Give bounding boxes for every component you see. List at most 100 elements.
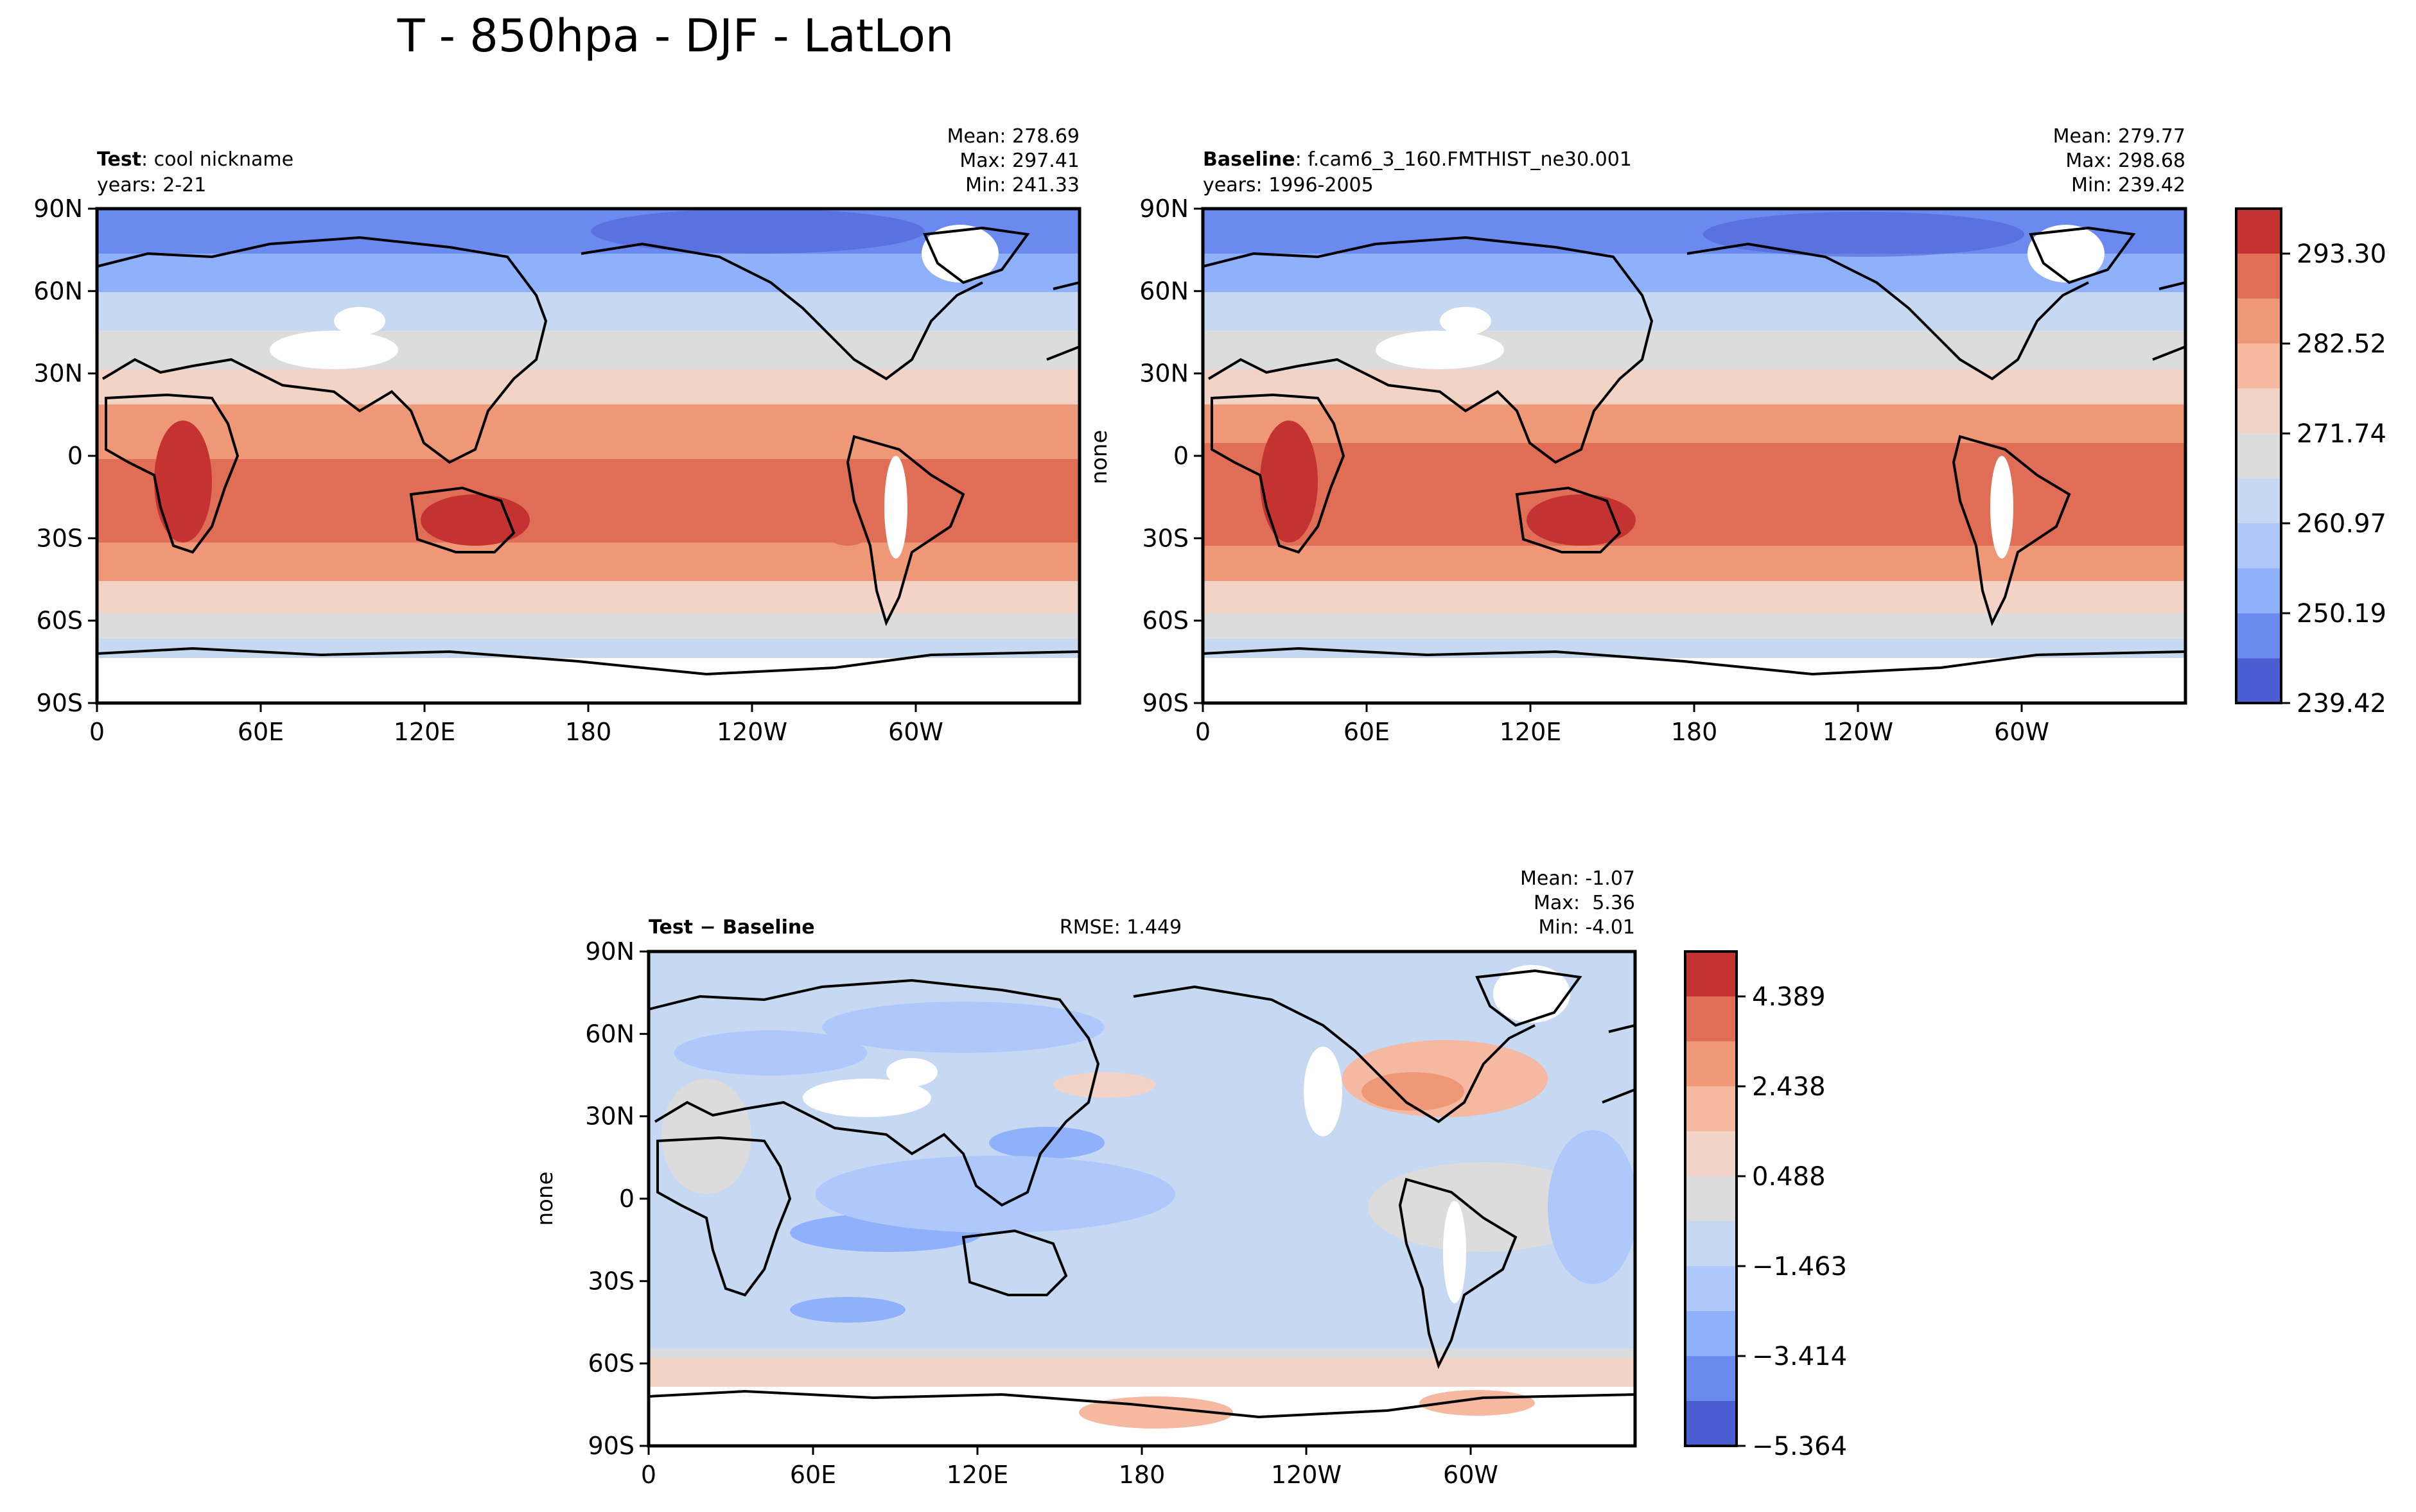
colorbar-segment [2236,433,2281,479]
colorbar-tick-label: 271.74 [2297,419,2386,449]
y-tick-label: 90S [1142,689,1189,717]
y-tick-label: 60N [1139,277,1189,305]
x-tick-label: 120W [1271,1461,1342,1489]
baseline-max: Max: 298.68 [2065,150,2185,172]
y-tick-label: 0 [619,1185,635,1213]
y-tick-label: 90N [585,937,635,966]
y-tick-label: 60S [588,1350,635,1378]
y-tick-label: 90S [37,689,83,717]
x-tick-label: 120W [1823,718,1893,746]
colorbar-segment [2236,658,2281,703]
baseline-ylabel: none [1087,430,1112,485]
x-tick-label: 60E [1344,718,1390,746]
test-max: Max: 297.41 [959,150,1080,172]
x-tick-label: 120E [947,1461,1009,1489]
colorbar-tick-label: 293.30 [2297,239,2386,269]
y-tick-label: 60N [33,277,83,305]
colorbar-tick-label: −5.364 [1752,1432,1847,1461]
y-tick-label: 30S [588,1267,635,1295]
diff-coastlines [649,969,1635,1419]
x-tick-label: 0 [89,718,105,746]
baseline-label-bold: Baseline [1203,148,1295,171]
colorbar-segment [1685,1266,1737,1311]
colorbar-tick-label: 239.42 [2297,689,2386,718]
colorbar-segment [2236,388,2281,434]
test-label-rest: : cool nickname [141,148,293,171]
diff-label: Test − Baseline [649,916,815,939]
baseline-years: years: 1996-2005 [1203,174,1374,196]
y-tick-label: 0 [1173,442,1189,470]
colorbar-frame [1684,950,1738,1447]
x-tick-label: 60W [888,718,943,746]
figure-title: T - 850hpa - DJF - LatLon [397,10,954,62]
colorbar-segment [1685,1041,1737,1087]
x-tick-label: 180 [1671,718,1718,746]
x-tick-label: 0 [1195,718,1211,746]
y-tick-label: 30S [1142,524,1189,552]
colorbar-segment [1685,1176,1737,1222]
x-tick-label: 180 [1119,1461,1166,1489]
diff-min: Min: -4.01 [1539,916,1636,939]
y-tick-label: 30S [37,524,83,552]
test-map-field [97,209,1080,703]
colorbar-segment [1685,952,1737,996]
y-tick-label: 0 [67,442,83,470]
diff-panel: 0 60E 120E 180 120W 60W 90N 60N 30N 0 30S 60S 90S no… [532,867,1637,1489]
y-tick-label: 90N [1139,195,1189,223]
diff-colorbar: 4.389 2.438 0.488 −1.463 −3.414 −5.364 [1684,950,1847,1461]
colorbar-segment [2236,209,2281,254]
diff-ticks: 0 60E 120E 180 120W 60W 90N 60N 30N 0 30S 60S 90S [585,937,1498,1489]
y-tick-label: 60N [585,1020,635,1048]
y-tick-label: 90N [33,195,83,223]
diff-max: Max: 5.36 [1534,892,1635,914]
baseline-mean: Mean: 279.77 [2053,125,2185,148]
x-tick-label: 60E [790,1461,836,1489]
baseline-ticks: 0 60E 120E 180 120W 60W 90N 60N 30N 0 30S 60S 90S [1139,195,2049,746]
colorbar-tick-label: −3.414 [1752,1342,1847,1371]
colorbar-tick-label: 0.488 [1752,1162,1826,1192]
colorbar-segment [2236,613,2281,659]
test-label: Test: cool nickname [97,148,293,171]
diff-rmse: RMSE: 1.449 [1060,916,1182,939]
colorbar-segment [1685,1356,1737,1402]
colorbar-frame [2235,207,2282,704]
colorbar-tick-label: −1.463 [1752,1252,1847,1282]
baseline-panel: 0 60E 120E 180 120W 60W 90N 60N 30N 0 30S 60S 90S no… [1087,125,2187,746]
test-min: Min: 241.33 [965,174,1080,196]
x-tick-label: 120E [1500,718,1562,746]
y-tick-label: 30N [1139,360,1189,388]
diff-ylabel: none [532,1172,558,1226]
test-ticks: 0 60E 120E 180 120W 60W 90N 60N 30N 0 30S 60S 90S [33,195,943,746]
x-tick-label: 0 [641,1461,656,1489]
colorbar-segment [1685,1310,1737,1357]
colorbar-segment [2236,523,2281,569]
colorbar-tick-label: 2.438 [1752,1072,1826,1102]
baseline-coastlines [1203,226,2185,676]
x-tick-label: 60E [238,718,284,746]
x-tick-label: 60W [1994,718,2049,746]
baseline-colorbar: 293.30 282.52 271.74 260.97 250.19 239.42 [2235,207,2386,718]
test-mean: Mean: 278.69 [947,125,1080,148]
y-tick-label: 60S [37,607,83,635]
test-label-bold: Test [97,148,141,171]
colorbar-segment [2236,299,2281,344]
colorbar-segment [1685,1221,1737,1267]
x-tick-label: 120W [717,718,787,746]
colorbar-tick-label: 4.389 [1752,982,1826,1012]
x-tick-label: 120E [394,718,456,746]
y-tick-label: 30N [33,360,83,388]
x-tick-label: 180 [565,718,612,746]
baseline-min: Min: 239.42 [2071,174,2185,196]
baseline-map-field [1203,209,2185,703]
x-tick-label: 60W [1443,1461,1498,1489]
y-tick-label: 30N [585,1102,635,1131]
test-coastlines [97,226,1080,676]
test-panel: 0 60E 120E 180 120W 60W 90N 60N 30N 0 30S 60S 90S Te… [33,125,1081,746]
colorbar-segment [2236,478,2281,524]
colorbar-segment [2236,343,2281,389]
baseline-label-rest: : f.cam6_3_160.FMTHIST_ne30.001 [1295,148,1632,171]
colorbar-tick-label: 282.52 [2297,329,2386,359]
y-tick-label: 90S [588,1432,635,1460]
colorbar-segment [1685,996,1737,1041]
